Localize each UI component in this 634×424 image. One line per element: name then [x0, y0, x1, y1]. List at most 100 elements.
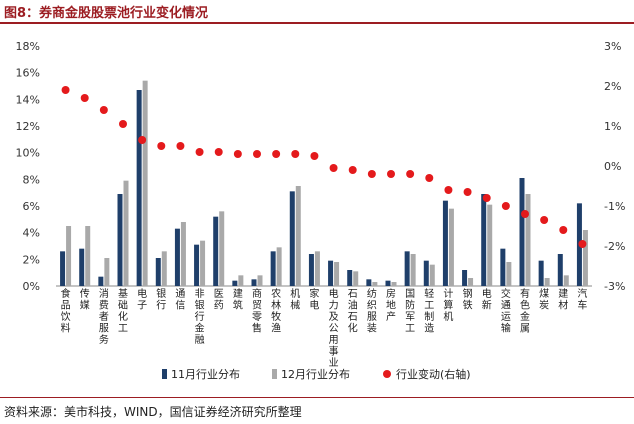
- bar-nov: [385, 280, 391, 286]
- bar-nov: [308, 254, 314, 286]
- category-label: 纺织服装: [367, 287, 377, 335]
- category-label: 石油石化: [348, 289, 358, 335]
- bar-nov: [557, 254, 563, 286]
- category-label: 电新: [482, 287, 492, 312]
- change-dot: [444, 186, 453, 194]
- category-label: 计算机: [443, 287, 453, 323]
- category-label: 非银行金融: [195, 288, 205, 346]
- category-label: 通信: [175, 288, 185, 312]
- right-axis-tick-label: -3%: [604, 280, 625, 293]
- bar-nov: [481, 194, 487, 286]
- bar-dec: [66, 226, 72, 286]
- right-axis-tick-label: -2%: [604, 240, 625, 253]
- category-label: 电力及公用事业: [329, 287, 339, 369]
- bar-dec: [104, 258, 110, 286]
- category-label: 商贸零售: [252, 287, 262, 335]
- right-axis-tick-label: -1%: [604, 200, 625, 213]
- chart: 0% 2% 4% 6% 8% 10% 12% 14% 16% 18% -3% -2% -1% 0% 1% 2%…: [16, 40, 626, 381]
- bar-dec: [372, 282, 378, 286]
- change-dot: [80, 94, 89, 102]
- right-axis-tick-label: 1%: [604, 120, 621, 133]
- change-dot: [157, 142, 166, 150]
- category-label: 钢铁: [463, 287, 473, 312]
- category-label: 汽车: [577, 287, 587, 312]
- bar-nov: [155, 258, 161, 286]
- bar-dec: [200, 240, 206, 286]
- category-label: 银行: [156, 287, 166, 312]
- bar-dec: [85, 226, 91, 286]
- category-label: 家电: [309, 287, 319, 312]
- bar-dec: [448, 208, 454, 286]
- change-dot: [291, 150, 300, 158]
- change-dot: [329, 164, 338, 172]
- bar-nov: [213, 216, 219, 286]
- bar-dec: [582, 230, 588, 286]
- bar-dec: [429, 264, 435, 286]
- left-axis-tick-label: 0%: [23, 280, 40, 293]
- left-axis-tick-label: 18%: [16, 40, 40, 53]
- bar-dec: [544, 278, 550, 286]
- bar-dec: [391, 282, 397, 286]
- bar-dec: [468, 278, 474, 286]
- change-dot: [387, 170, 395, 178]
- category-label: 房地产: [386, 287, 396, 323]
- bar-nov: [423, 260, 429, 286]
- bar-nov: [289, 191, 295, 286]
- bar-nov: [60, 251, 66, 286]
- change-dot: [119, 120, 127, 128]
- category-label: 农林牧渔: [271, 287, 281, 335]
- chart-title: 图8：券商金股股票池行业变化情况: [4, 6, 209, 21]
- category-label: 医药: [214, 288, 224, 312]
- change-dot: [482, 194, 491, 202]
- bar-nov: [194, 244, 200, 286]
- bar-dec: [295, 186, 301, 286]
- bar-nov: [270, 251, 276, 286]
- category-label: 电子: [137, 287, 147, 312]
- category-label: 传媒: [80, 288, 90, 312]
- bar-dec: [257, 275, 263, 286]
- bar-nov: [442, 200, 448, 286]
- legend-swatch-dec: [272, 369, 277, 379]
- bar-dec: [161, 251, 167, 286]
- bar-dec: [123, 180, 129, 286]
- bar-dec: [487, 204, 493, 286]
- change-dot: [176, 142, 185, 150]
- bar-nov: [347, 270, 353, 286]
- change-dot: [310, 152, 319, 160]
- left-axis-tick-label: 14%: [16, 93, 40, 106]
- change-dot: [233, 150, 242, 158]
- bar-nov: [79, 248, 85, 286]
- left-axis-tick-label: 16%: [16, 67, 40, 80]
- change-dot: [272, 150, 281, 158]
- change-dot: [501, 202, 510, 210]
- bar-dec: [334, 262, 340, 286]
- legend-swatch-change: [383, 370, 391, 378]
- bar-nov: [538, 260, 544, 286]
- source-note: 资料来源：美市科技，WIND，国信证券经济研究所整理: [4, 405, 302, 419]
- change-dot: [138, 136, 147, 144]
- change-dot: [540, 216, 549, 224]
- category-label: 建筑: [233, 287, 243, 312]
- bar-nov: [404, 251, 410, 286]
- change-dot: [463, 188, 472, 196]
- bar-nov: [328, 260, 334, 286]
- bar-dec: [314, 251, 320, 286]
- change-dot: [406, 170, 415, 178]
- bar-dec: [219, 211, 225, 286]
- legend-label-change: 行业变动(右轴): [396, 367, 471, 381]
- bar-dec: [563, 275, 569, 286]
- bar-nov: [251, 279, 257, 286]
- bar-nov: [519, 178, 525, 286]
- bar-nov: [117, 194, 123, 286]
- category-label: 机械: [290, 287, 300, 312]
- left-axis-tick-label: 10%: [16, 147, 40, 160]
- change-dot: [61, 86, 70, 94]
- change-dot: [425, 174, 434, 182]
- left-axis-tick-label: 2%: [23, 253, 40, 266]
- category-label: 轻工制造: [424, 287, 434, 335]
- bar-nov: [366, 279, 372, 286]
- change-dot: [253, 150, 261, 158]
- bar-dec: [142, 80, 148, 286]
- category-label: 交通运输: [501, 287, 511, 335]
- bar-nov: [98, 276, 104, 286]
